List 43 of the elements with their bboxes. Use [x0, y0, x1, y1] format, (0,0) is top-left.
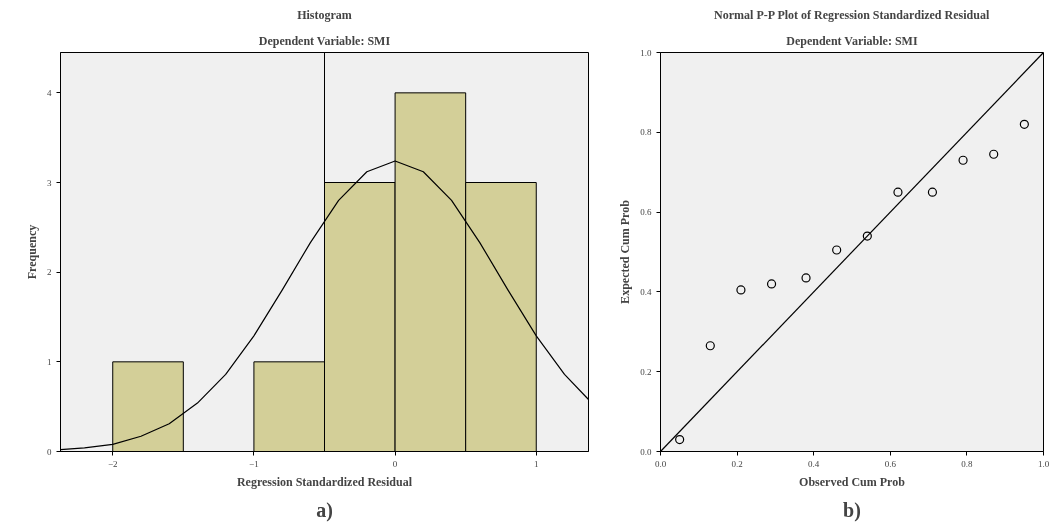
- y-tick-label: 0.2: [640, 366, 652, 377]
- y-tick-label: 2: [47, 267, 52, 278]
- y-tick-label: 1: [47, 356, 52, 367]
- point: [893, 187, 903, 197]
- point: [989, 149, 999, 159]
- x-tick-label: 0.4: [808, 458, 820, 469]
- x-tick-label: −1: [249, 458, 259, 469]
- x-tick-label: 0.2: [731, 458, 743, 469]
- chart-title: Normal P-P Plot of Regression Standardized Residual: [714, 7, 990, 22]
- x-tick-label: 1.0: [1037, 458, 1050, 469]
- x-tick-label: 0: [392, 458, 398, 469]
- point: [766, 279, 777, 289]
- y-axis-title: Frequency: [25, 224, 39, 280]
- point: [958, 155, 968, 165]
- point: [862, 231, 872, 241]
- chart-title: Histogram: [297, 7, 352, 22]
- y-tick-label: 1.0: [640, 47, 652, 58]
- point: [705, 341, 715, 351]
- x-axis-title: Observed Cum Prob: [799, 474, 906, 489]
- point: [927, 187, 938, 197]
- y-tick-label: 0.8: [640, 127, 652, 138]
- text: a): [316, 498, 333, 522]
- y-tick-label: 0: [47, 446, 52, 457]
- chart-subtitle: Dependent Variable: SMI: [786, 33, 918, 48]
- y-tick-label: 3: [47, 177, 52, 188]
- y-tick-label: 0.6: [640, 207, 652, 218]
- y-tick-label: 0.0: [640, 446, 652, 457]
- x-tick-label: −2: [107, 458, 118, 469]
- point: [1019, 119, 1029, 129]
- x-tick-label: 0.6: [884, 458, 897, 469]
- x-tick-label: 1: [534, 458, 539, 469]
- y-tick-label: 4: [47, 87, 52, 98]
- point: [675, 434, 685, 445]
- chart-subtitle: Dependent Variable: SMI: [258, 33, 391, 48]
- point: [736, 285, 746, 295]
- y-tick-label: 0.4: [640, 286, 652, 297]
- point: [801, 273, 811, 283]
- x-axis-title: Regression Standardized Residual: [236, 474, 413, 489]
- x-tick-label: 0.8: [961, 458, 974, 469]
- y-axis-title: Expected Cum Prob: [618, 199, 633, 304]
- x-tick-label: 0.0: [654, 458, 667, 469]
- text: b): [843, 498, 861, 522]
- point: [832, 245, 842, 255]
